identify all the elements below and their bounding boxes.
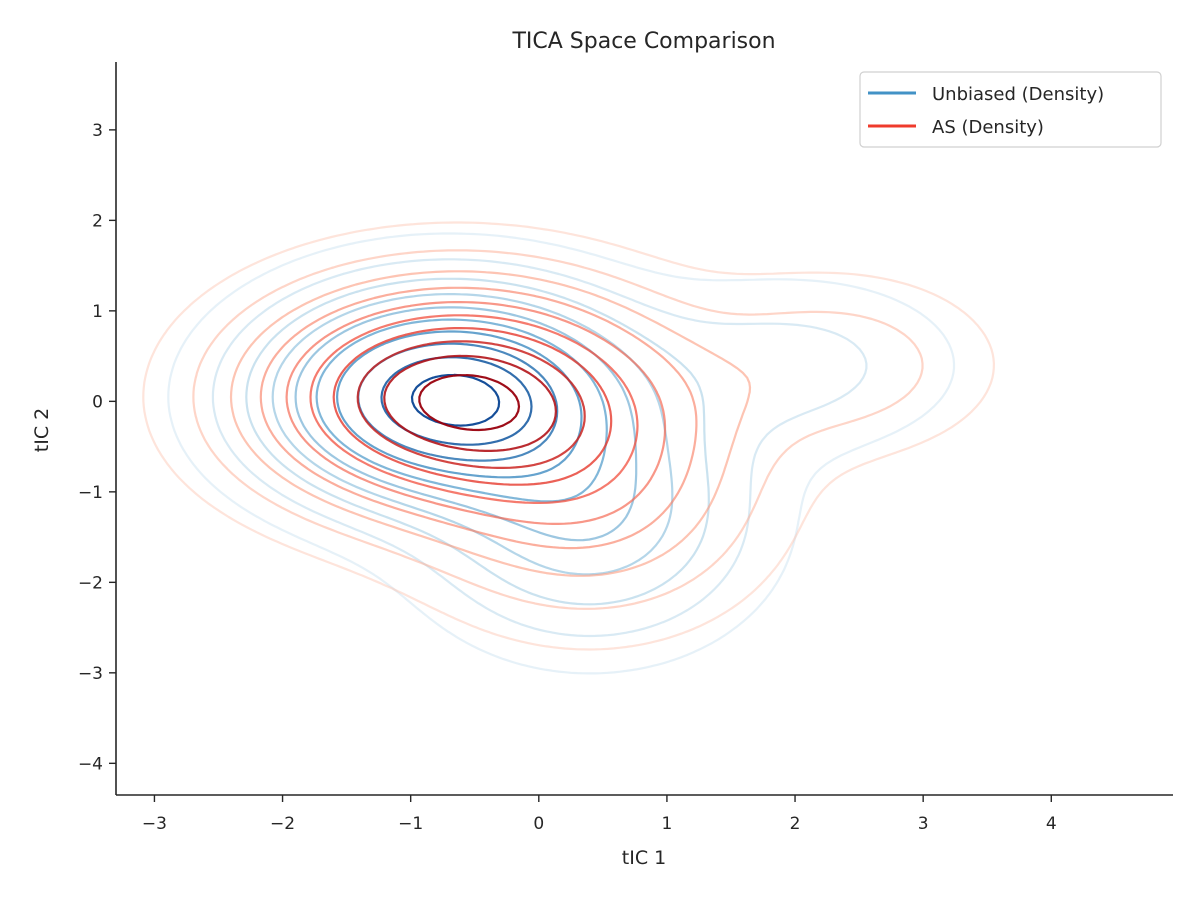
contour-line bbox=[332, 327, 613, 486]
contour-line bbox=[410, 373, 501, 427]
legend-box bbox=[859, 71, 1162, 148]
x-tick-label: −3 bbox=[142, 814, 167, 834]
x-ticks: −3 −2 −1 0 1 2 3 4 bbox=[142, 795, 1057, 834]
contour-line bbox=[167, 232, 956, 675]
contour-line bbox=[229, 270, 752, 577]
contour-line bbox=[271, 293, 674, 576]
y-tick-label: 0 bbox=[92, 392, 103, 412]
unbiased-density-contours bbox=[167, 232, 956, 675]
contour-line bbox=[357, 342, 559, 462]
y-tick-label: 1 bbox=[92, 302, 103, 322]
y-tick-label: −3 bbox=[78, 664, 103, 684]
y-tick-label: −2 bbox=[78, 573, 103, 593]
legend-label-unbiased: Unbiased (Density) bbox=[932, 84, 1104, 105]
x-tick-label: −1 bbox=[398, 814, 423, 834]
chart-title: TICA Space Comparison bbox=[511, 29, 775, 54]
contour-line bbox=[245, 277, 710, 606]
contour-line bbox=[356, 340, 586, 469]
x-tick-label: 3 bbox=[918, 814, 929, 834]
y-tick-label: 2 bbox=[92, 211, 103, 231]
x-tick-label: 1 bbox=[662, 814, 673, 834]
x-tick-label: −2 bbox=[270, 814, 295, 834]
x-tick-label: 2 bbox=[790, 814, 801, 834]
x-tick-label: 4 bbox=[1046, 814, 1057, 834]
y-tick-label: 3 bbox=[92, 121, 103, 141]
y-axis-label: tIC 2 bbox=[31, 408, 53, 452]
as-density-contours bbox=[142, 221, 995, 651]
contour-line bbox=[309, 314, 639, 504]
contour-line bbox=[259, 286, 698, 550]
x-axis-label: tIC 1 bbox=[622, 847, 666, 869]
legend: Unbiased (Density) AS (Density) bbox=[859, 71, 1162, 148]
x-tick-label: 0 bbox=[533, 814, 544, 834]
legend-label-as: AS (Density) bbox=[932, 117, 1044, 138]
contour-line bbox=[211, 258, 868, 638]
contour-line bbox=[383, 354, 557, 452]
y-tick-label: −1 bbox=[78, 483, 103, 503]
contour-line bbox=[285, 301, 667, 525]
contour-line bbox=[418, 374, 521, 432]
contour-line bbox=[192, 249, 924, 610]
contour-line bbox=[336, 330, 583, 479]
y-tick-label: −4 bbox=[78, 754, 103, 774]
y-ticks: −4 −3 −2 −1 0 1 2 3 bbox=[78, 121, 116, 774]
contour-line bbox=[142, 221, 995, 651]
